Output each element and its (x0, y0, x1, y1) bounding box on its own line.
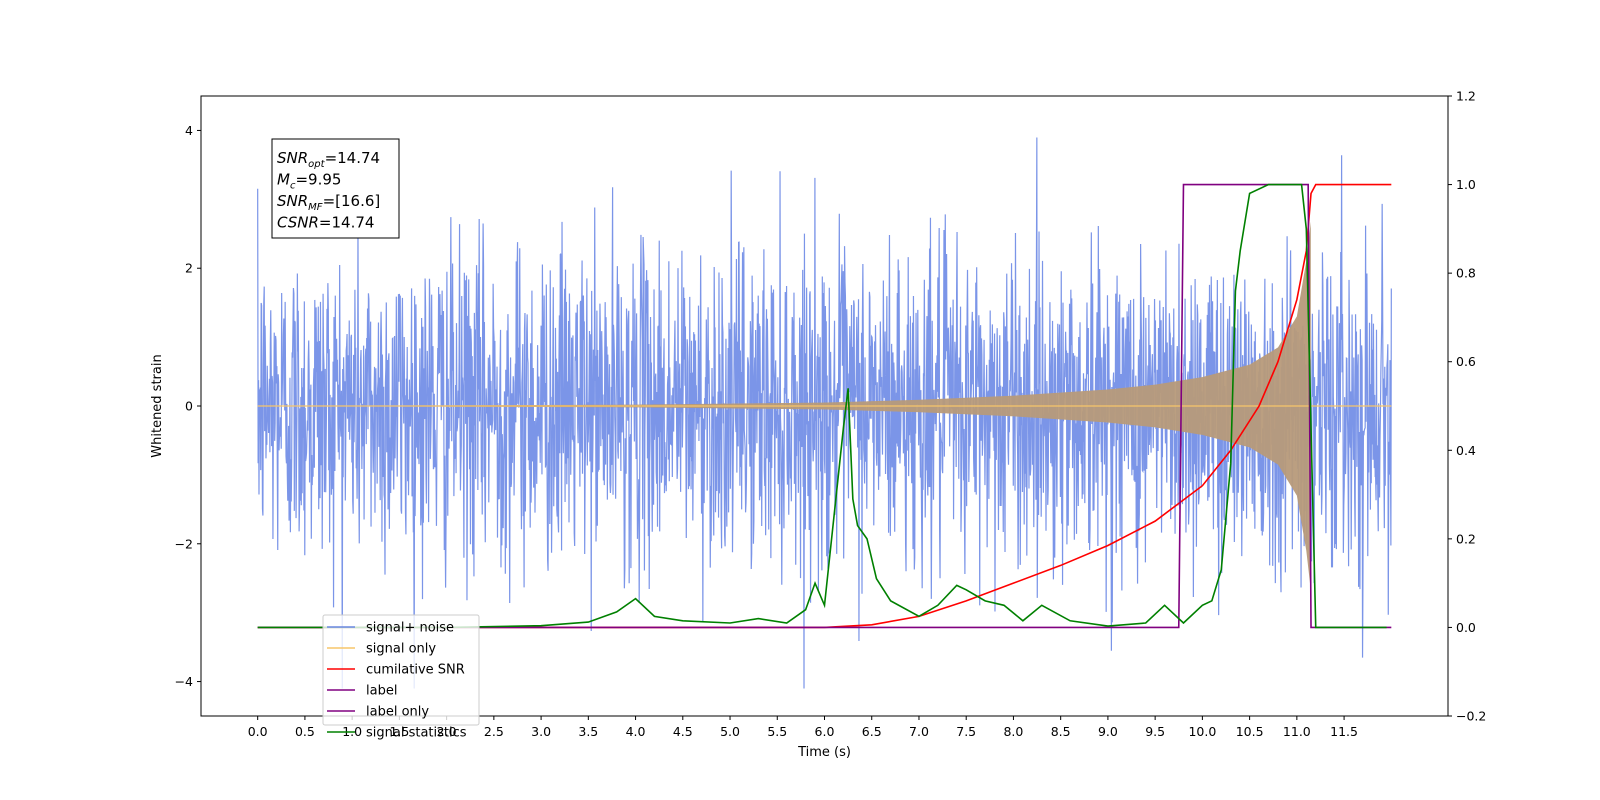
x-tick-label: 4.5 (673, 724, 693, 739)
x-tick-label: 4.0 (626, 724, 646, 739)
legend-entry: label only (366, 705, 429, 720)
x-tick-label: 8.5 (1051, 724, 1071, 739)
y-tick-label: 2 (185, 261, 193, 276)
x-tick-label: 3.0 (531, 724, 551, 739)
x-tick-label: 6.0 (815, 724, 835, 739)
x-tick-label: 9.0 (1098, 724, 1118, 739)
x-axis-label: Time (s) (797, 745, 851, 760)
plot-area (257, 137, 1392, 689)
x-tick-label: 2.5 (484, 724, 504, 739)
y-tick-label: 0 (185, 399, 193, 414)
y-axis-right: −0.2 0.0 0.2 0.4 0.6 0.8 1.0 1.2 (1448, 89, 1486, 724)
annotation-line: SNRMF=[16.6] (277, 192, 380, 213)
y2-tick-label: 0.4 (1456, 443, 1476, 458)
x-tick-label: 5.5 (767, 724, 787, 739)
x-tick-label: 0.5 (295, 724, 315, 739)
x-tick-label: 2.0 (437, 724, 457, 739)
x-tick-label: 10.5 (1236, 724, 1264, 739)
x-tick-label: 5.0 (720, 724, 740, 739)
x-tick-label: 11.0 (1283, 724, 1311, 739)
x-tick-label: 7.5 (956, 724, 976, 739)
annotation-frame (271, 138, 400, 239)
legend-entry: signal+ noise (366, 621, 454, 636)
x-tick-label: 1.5 (389, 724, 409, 739)
legend-entry: cumilative SNR (366, 663, 465, 678)
series-line-signal-statistics (257, 183, 1387, 629)
annotation-box: SNRopt=14.74Mc=9.95SNRMF=[16.6]CSNR=14.7… (271, 138, 400, 239)
annotation-line: SNRopt=14.74 (277, 149, 380, 170)
y2-tick-label: 1.2 (1456, 89, 1476, 104)
y2-tick-label: −0.2 (1456, 709, 1486, 724)
y-tick-label: −4 (175, 674, 193, 689)
x-tick-label: 6.5 (862, 724, 882, 739)
legend: signal+ noise signal only cumilative SNR la… (322, 614, 480, 741)
y2-tick-label: 0.6 (1456, 354, 1476, 369)
annotation-line: CSNR=14.74 (277, 214, 374, 232)
legend-entry: signal only (366, 642, 436, 657)
y2-tick-label: 1.0 (1456, 177, 1476, 192)
x-tick-label: 11.5 (1330, 724, 1358, 739)
x-tick-label: 8.0 (1003, 724, 1023, 739)
y2-tick-label: 0.8 (1456, 266, 1476, 281)
y2-tick-label: 0.2 (1456, 531, 1476, 546)
x-tick-label: 0.0 (248, 724, 268, 739)
annotation-line: Mc=9.95 (277, 171, 341, 192)
x-tick-label: 10.0 (1188, 724, 1216, 739)
y-tick-label: −2 (175, 536, 193, 551)
y-axis-left: −4 −2 0 2 4 (175, 123, 201, 689)
y-tick-label: 4 (185, 123, 193, 138)
x-tick-label: 7.0 (909, 724, 929, 739)
x-tick-label: 3.5 (578, 724, 598, 739)
y-axis-label: Whitened strain (150, 354, 165, 457)
x-tick-label: 9.5 (1145, 724, 1165, 739)
legend-frame (322, 614, 480, 726)
x-axis: 0.0 0.5 1.0 1.5 2.0 2.5 3.0 3.5 4.0 4.5 5.0 5.5 6.0 6… (248, 716, 1358, 739)
legend-entry: signal statistics (366, 726, 467, 741)
y2-tick-label: 0.0 (1456, 620, 1476, 635)
legend-entry: label (366, 684, 397, 699)
